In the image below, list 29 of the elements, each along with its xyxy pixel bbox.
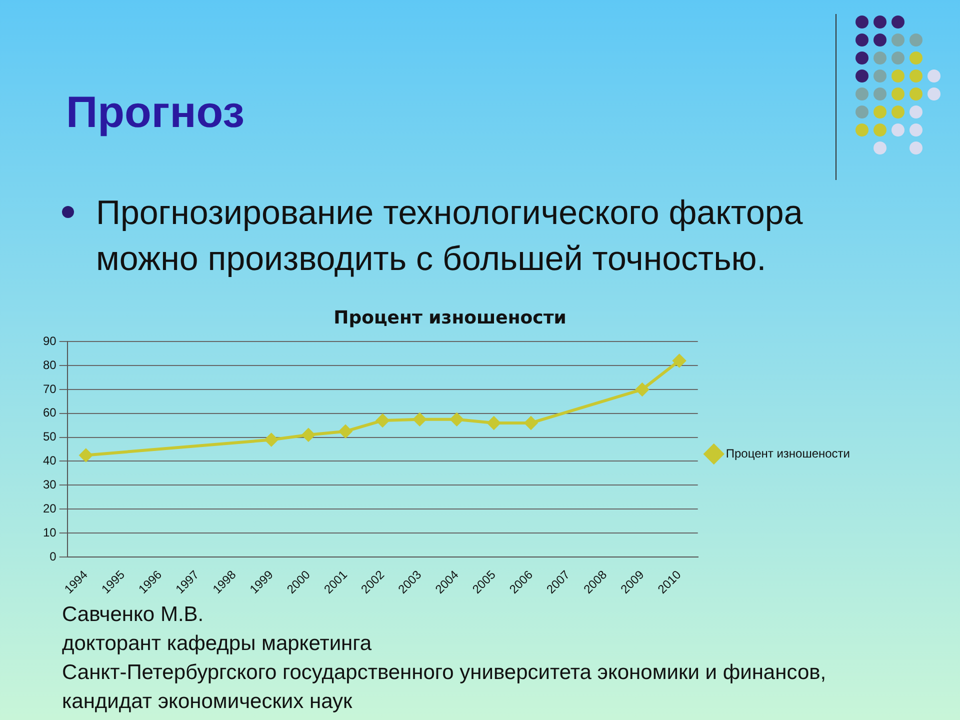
text: Прогноз: [66, 88, 244, 138]
y-tick-label: 90: [42, 334, 57, 348]
point: [339, 424, 352, 438]
point: [413, 412, 426, 426]
y-tick-label: 10: [42, 525, 57, 540]
point: [524, 416, 538, 430]
text: Санкт-Петербургского государственного университета экономики и финансов,: [62, 660, 826, 686]
y-tick-label: 80: [42, 358, 57, 372]
point: [376, 414, 390, 428]
y-tick-label: 70: [42, 382, 57, 396]
text: докторант кафедры маркетинга: [62, 631, 373, 657]
y-tick-label: 0: [50, 549, 57, 564]
y-tick-label: 20: [42, 501, 57, 516]
point: [302, 428, 315, 442]
point: [264, 433, 278, 446]
text: кандидат экономических наук: [62, 689, 354, 715]
text: Савченко М.В.: [62, 602, 205, 628]
text: Прогнозирование технологического фактора можно производить с большей точностью.: [96, 193, 804, 280]
y-tick-label: 50: [42, 430, 57, 444]
legend-label: Процент изношености: [726, 446, 850, 460]
y-tick-label: 40: [42, 454, 57, 468]
point: [636, 382, 649, 396]
y-tick-label: 60: [42, 406, 57, 420]
chart-title: Процент изношености: [334, 307, 566, 328]
point: [450, 412, 464, 426]
point: [672, 354, 686, 368]
point: [487, 416, 500, 430]
y-tick-label: 30: [42, 477, 57, 492]
point: [79, 448, 92, 462]
